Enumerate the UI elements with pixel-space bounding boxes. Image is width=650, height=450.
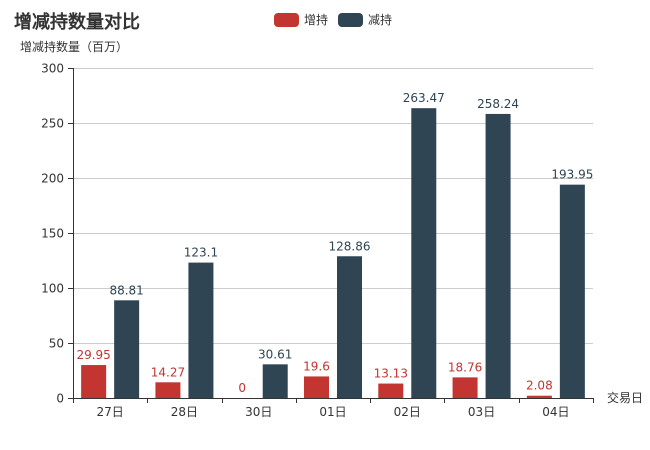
- x-tick-label: 01日: [319, 405, 346, 419]
- x-axis-title: 交易日: [607, 390, 643, 405]
- legend-swatch-increase[interactable]: [274, 13, 299, 27]
- legend-swatch-decrease[interactable]: [338, 13, 363, 27]
- data-label-increase-3: 0: [238, 381, 246, 395]
- x-axis: 27日 28日 30日 01日 02日 03日 04日: [73, 398, 594, 419]
- bar-increase-5: [378, 384, 403, 398]
- y-tick-label: 50: [49, 337, 64, 351]
- data-label-decrease-1: 88.81: [109, 283, 143, 297]
- x-tick-label: 04日: [542, 405, 569, 419]
- y-tick-label: 300: [41, 62, 64, 76]
- bar-increase-7: [527, 396, 552, 398]
- data-label-decrease-3: 30.61: [258, 347, 292, 361]
- data-label-decrease-4: 128.86: [329, 239, 371, 253]
- y-axis: 0 50 100 150 200 250 300: [41, 62, 73, 406]
- x-tick-label: 30日: [245, 405, 272, 419]
- data-label-increase-4: 19.6: [303, 359, 330, 373]
- y-axis-title: 增减持数量（百万）: [20, 39, 128, 54]
- bar-decrease-3: [263, 364, 288, 398]
- chart-title: 增减持数量对比: [14, 11, 140, 33]
- bar-decrease-1: [114, 300, 139, 398]
- data-label-decrease-7: 193.95: [551, 168, 593, 182]
- legend-label-increase[interactable]: 增持: [304, 12, 328, 27]
- data-label-decrease-6: 258.24: [477, 97, 519, 111]
- bar-decrease-2: [188, 263, 213, 398]
- x-tick-label: 02日: [394, 405, 421, 419]
- data-label-increase-2: 14.27: [151, 365, 185, 379]
- bar-decrease-5: [411, 108, 436, 398]
- legend: 增持 减持: [274, 12, 392, 27]
- bar-increase-4: [304, 376, 329, 398]
- legend-label-decrease[interactable]: 减持: [368, 12, 392, 27]
- bar-increase-2: [155, 382, 180, 398]
- x-tick-label: 28日: [171, 405, 198, 419]
- data-label-decrease-2: 123.1: [184, 246, 218, 260]
- data-label-increase-7: 2.08: [526, 379, 553, 393]
- bar-increase-1: [81, 365, 106, 398]
- bar-decrease-7: [560, 185, 585, 398]
- bar-decrease-4: [337, 256, 362, 398]
- y-tick-label: 150: [41, 227, 64, 241]
- data-labels: 29.95 14.27 0 19.6 13.13 18.76 2.08 88.81 123.1 3…: [76, 91, 593, 395]
- data-label-decrease-5: 263.47: [403, 91, 445, 105]
- bar-decrease-6: [486, 114, 511, 398]
- data-label-increase-5: 13.13: [374, 367, 408, 381]
- data-label-increase-6: 18.76: [448, 360, 482, 374]
- y-tick-label: 0: [56, 392, 64, 406]
- x-tick-label: 03日: [468, 405, 495, 419]
- y-tick-label: 200: [41, 172, 64, 186]
- y-tick-label: 250: [41, 117, 64, 131]
- x-tick-label: 27日: [97, 405, 124, 419]
- data-label-increase-1: 29.95: [76, 348, 110, 362]
- bar-increase-6: [453, 377, 478, 398]
- y-tick-label: 100: [41, 282, 64, 296]
